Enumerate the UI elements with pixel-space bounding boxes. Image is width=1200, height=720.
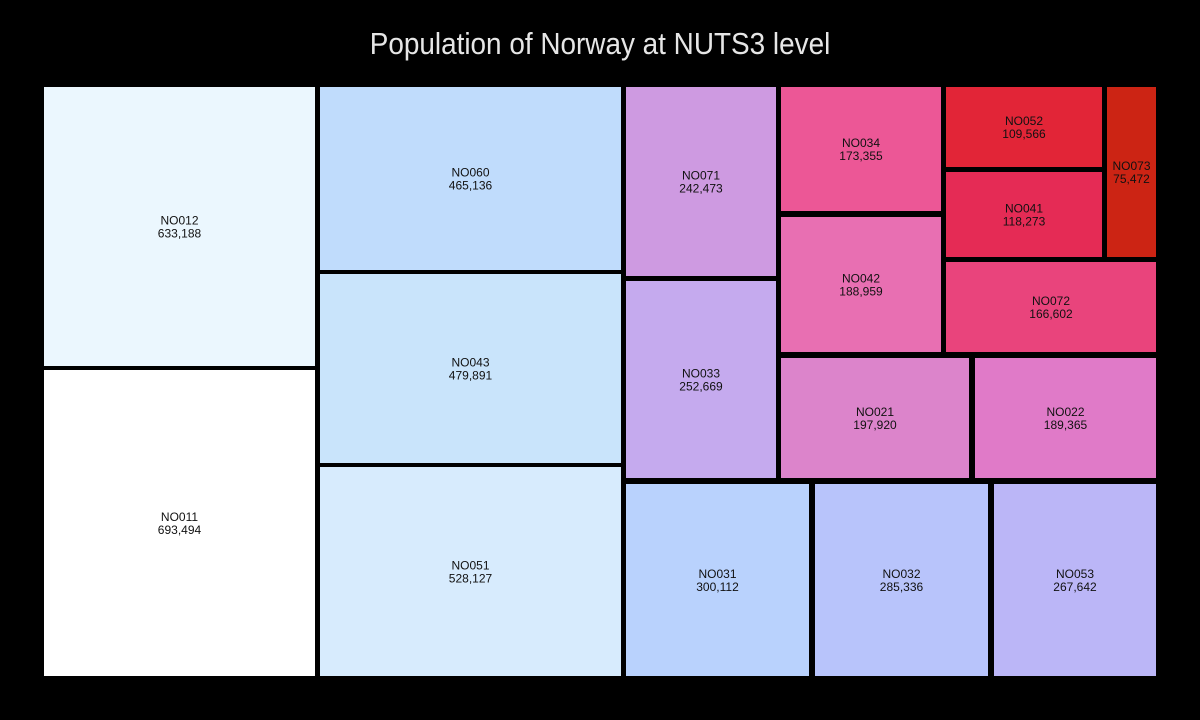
tile-name-label: NO011 [161,510,198,524]
tile-value-label: 267,642 [1053,580,1097,594]
tile-name-label: NO032 [882,567,920,581]
tile-value-label: 465,136 [449,179,493,193]
tile-value-label: 479,891 [449,369,493,383]
chart-title: Population of Norway at NUTS3 level [369,26,831,61]
tile-value-label: 528,127 [449,572,493,586]
tile-name-label: NO072 [1032,294,1070,308]
tile-name-label: NO041 [1005,202,1043,216]
tile-value-label: 197,920 [853,418,897,432]
tile-name-label: NO042 [842,272,880,286]
tile-value-label: 252,669 [679,380,723,394]
tile-rect [781,87,941,211]
tile-value-label: 75,472 [1113,172,1150,186]
tile-rect [320,467,621,676]
tile-rect [975,358,1156,478]
tile-name-label: NO021 [856,405,894,419]
tile-value-label: 189,365 [1044,418,1088,432]
tile-rect [626,484,809,676]
tile-rect [781,217,941,352]
tile-name-label: NO022 [1046,405,1084,419]
tile-rect [946,172,1102,257]
tile-name-label: NO071 [682,169,720,183]
tile-rect [994,484,1156,676]
tile-name-label: NO012 [160,214,198,228]
tile-value-label: 118,273 [1003,215,1046,229]
tile-name-label: NO060 [451,166,489,180]
tile-rect [44,370,315,676]
tile-rect [320,87,621,270]
tile-name-label: NO051 [451,559,489,573]
tile-rect [946,262,1156,352]
tile-name-label: NO031 [698,567,736,581]
tile-value-label: 242,473 [679,182,723,196]
tile-value-label: 693,494 [158,523,202,537]
tile-name-label: NO034 [842,136,880,150]
tile-rect [626,87,776,276]
tile-value-label: 300,112 [696,580,739,594]
tile-name-label: NO053 [1056,567,1094,581]
tile-value-label: 166,602 [1029,307,1073,321]
tile-rect [320,274,621,463]
tile-rect [946,87,1102,167]
tile-value-label: 633,188 [158,227,202,241]
tile-value-label: 188,959 [839,285,883,299]
tile-name-label: NO033 [682,367,720,381]
tile-value-label: 285,336 [880,580,924,594]
tile-rect [815,484,988,676]
tile-value-label: 173,355 [839,149,883,163]
tile-value-label: 109,566 [1002,127,1046,141]
tile-name-label: NO073 [1112,159,1150,173]
tile-name-label: NO052 [1005,114,1043,128]
tile-name-label: NO043 [451,356,489,370]
tile-rect [1107,87,1156,257]
tile-rect [781,358,969,478]
tile-rect [626,281,776,478]
tile-rect [44,87,315,366]
